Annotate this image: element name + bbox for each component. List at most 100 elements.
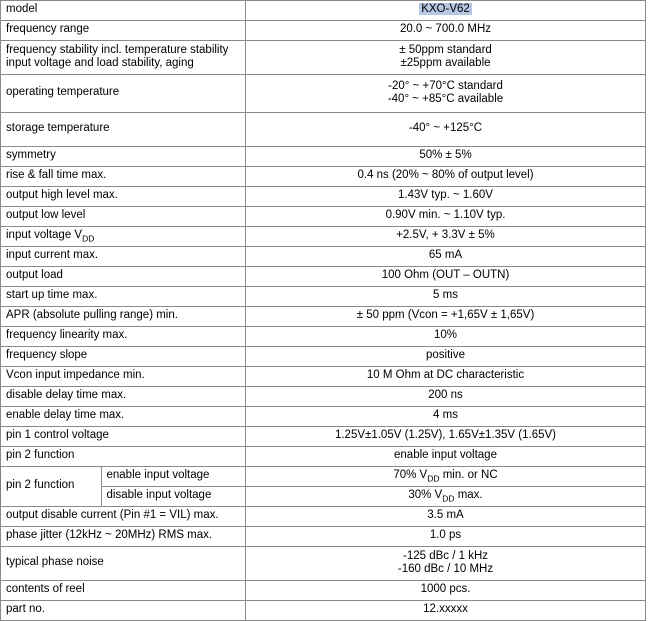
table-row: part no. 12.xxxxx: [0, 600, 646, 621]
nested-param-cell: pin 2 function enable input voltage disa…: [0, 466, 246, 507]
selected-model-text[interactable]: KXO-V62: [419, 3, 472, 16]
table-row: Vcon input impedance min. 10 M Ohm at DC…: [0, 366, 646, 387]
param-apr: APR (absolute pulling range) min.: [0, 306, 246, 327]
value-part-no: 12.xxxxx: [245, 600, 646, 621]
value-input-voltage-vdd: +2.5V, + 3.3V ± 5%: [245, 226, 646, 247]
param-operating-temperature: operating temperature: [0, 74, 246, 113]
value-start-up-time: 5 ms: [245, 286, 646, 307]
table-row: start up time max. 5 ms: [0, 286, 646, 307]
table-row: disable delay time max. 200 ns: [0, 386, 646, 407]
value-line: -20° ~ +70°C standard: [388, 79, 503, 92]
value-line: -40° ~ +85°C available: [387, 93, 504, 105]
value-output-high-level: 1.43V typ. ~ 1.60V: [245, 186, 646, 207]
table-row: output load 100 Ohm (OUT – OUTN): [0, 266, 646, 287]
value-rise-fall-time: 0.4 ns (20% ~ 80% of output level): [245, 166, 646, 187]
table-row: symmetry 50% ± 5%: [0, 146, 646, 167]
table-row: pin 2 function enable input voltage: [0, 446, 646, 467]
value-output-load: 100 Ohm (OUT – OUTN): [245, 266, 646, 287]
param-frequency-linearity: frequency linearity max.: [0, 326, 246, 347]
value-pin1-control-voltage: 1.25V±1.05V (1.25V), 1.65V±1.35V (1.65V): [245, 426, 646, 447]
param-storage-temperature: storage temperature: [0, 112, 246, 147]
value-contents-of-reel: 1000 pcs.: [245, 580, 646, 601]
value-storage-temperature: -40° ~ +125°C: [245, 112, 646, 147]
table-row: APR (absolute pulling range) min. ± 50 p…: [0, 306, 646, 327]
value-frequency-slope: positive: [245, 346, 646, 367]
value-symmetry: 50% ± 5%: [245, 146, 646, 167]
value-frequency-stability: ± 50ppm standard ±25ppm available: [245, 40, 646, 75]
table-row: phase jitter (12kHz ~ 20MHz) RMS max. 1.…: [0, 526, 646, 547]
param-rise-fall-time: rise & fall time max.: [0, 166, 246, 187]
table-row: typical phase noise -125 dBc / 1 kHz -16…: [0, 546, 646, 581]
table-row: pin 1 control voltage 1.25V±1.05V (1.25V…: [0, 426, 646, 447]
param-frequency-slope: frequency slope: [0, 346, 246, 367]
param-line: input voltage and load stability, aging: [6, 57, 194, 69]
param-pin2-function: pin 2 function: [0, 446, 246, 467]
param-pin1-control-voltage: pin 1 control voltage: [0, 426, 246, 447]
value-line: ±25ppm available: [400, 57, 491, 69]
value-phase-jitter: 1.0 ps: [245, 526, 646, 547]
table-row: input voltage VDD +2.5V, + 3.3V ± 5%: [0, 226, 646, 247]
table-row: input current max. 65 mA: [0, 246, 646, 267]
table-row: contents of reel 1000 pcs.: [0, 580, 646, 601]
value-pin2-function: enable input voltage: [245, 446, 646, 467]
table-row: frequency range 20.0 ~ 700.0 MHz: [0, 20, 646, 41]
table-row: frequency slope positive: [0, 346, 646, 367]
value-line: ± 50ppm standard: [399, 43, 492, 56]
param-output-high-level: output high level max.: [0, 186, 246, 207]
param-part-no: part no.: [0, 600, 246, 621]
value-vcon-input-impedance: 10 M Ohm at DC characteristic: [245, 366, 646, 387]
param-output-load: output load: [0, 266, 246, 287]
param-pin2-function-group: pin 2 function: [1, 467, 102, 506]
param-contents-of-reel: contents of reel: [0, 580, 246, 601]
value-output-low-level: 0.90V min. ~ 1.10V typ.: [245, 206, 646, 227]
value-text: 70% V: [393, 469, 428, 482]
table-row: rise & fall time max. 0.4 ns (20% ~ 80% …: [0, 166, 646, 187]
param-phase-jitter: phase jitter (12kHz ~ 20MHz) RMS max.: [0, 526, 246, 547]
param-model: model: [0, 0, 246, 21]
table-row: frequency linearity max. 10%: [0, 326, 646, 347]
table-row-nested: pin 2 function enable input voltage disa…: [0, 466, 646, 507]
table-row: operating temperature -20° ~ +70°C stand…: [0, 74, 646, 113]
value-output-disable-current: 3.5 mA: [245, 506, 646, 527]
value-frequency-range: 20.0 ~ 700.0 MHz: [245, 20, 646, 41]
param-disable-delay-time: disable delay time max.: [0, 386, 246, 407]
param-vcon-input-impedance: Vcon input impedance min.: [0, 366, 246, 387]
param-output-disable-current: output disable current (Pin #1 = VIL) ma…: [0, 506, 246, 527]
param-typical-phase-noise: typical phase noise: [0, 546, 246, 581]
param-input-voltage-vdd: input voltage VDD: [0, 226, 246, 247]
value-line: -160 dBc / 10 MHz: [397, 563, 494, 575]
value-text: max.: [454, 489, 483, 502]
value-input-current: 65 mA: [245, 246, 646, 267]
value-disable-delay-time: 200 ns: [245, 386, 646, 407]
value-text: min. or NC: [439, 469, 498, 482]
value-operating-temperature: -20° ~ +70°C standard -40° ~ +85°C avail…: [245, 74, 646, 113]
table-row: output disable current (Pin #1 = VIL) ma…: [0, 506, 646, 527]
subscript-dd: DD: [82, 233, 95, 244]
value-frequency-linearity: 10%: [245, 326, 646, 347]
param-symmetry: symmetry: [0, 146, 246, 167]
param-input-current: input current max.: [0, 246, 246, 267]
param-frequency-range: frequency range: [0, 20, 246, 41]
table-row: storage temperature -40° ~ +125°C: [0, 112, 646, 147]
nested-label-disable-input-voltage: disable input voltage: [101, 486, 246, 506]
value-disable-input-voltage: 30% VDD max.: [245, 486, 646, 507]
value-apr: ± 50 ppm (Vcon = +1,65V ± 1,65V): [245, 306, 646, 327]
value-enable-delay-time: 4 ms: [245, 406, 646, 427]
table-row: model KXO-V62: [0, 0, 646, 21]
param-text: input voltage V: [6, 229, 83, 242]
table-row: enable delay time max. 4 ms: [0, 406, 646, 427]
param-enable-delay-time: enable delay time max.: [0, 406, 246, 427]
table-row: frequency stability incl. temperature st…: [0, 40, 646, 75]
table-row: output low level 0.90V min. ~ 1.10V typ.: [0, 206, 646, 227]
param-frequency-stability: frequency stability incl. temperature st…: [0, 40, 246, 75]
value-model: KXO-V62: [245, 0, 646, 21]
value-typical-phase-noise: -125 dBc / 1 kHz -160 dBc / 10 MHz: [245, 546, 646, 581]
value-enable-input-voltage: 70% VDD min. or NC: [245, 466, 646, 487]
param-line: frequency stability incl. temperature st…: [6, 43, 229, 56]
param-start-up-time: start up time max.: [0, 286, 246, 307]
table-row: output high level max. 1.43V typ. ~ 1.60…: [0, 186, 646, 207]
value-text: 30% V: [408, 489, 443, 502]
subscript-dd: DD: [442, 493, 455, 504]
